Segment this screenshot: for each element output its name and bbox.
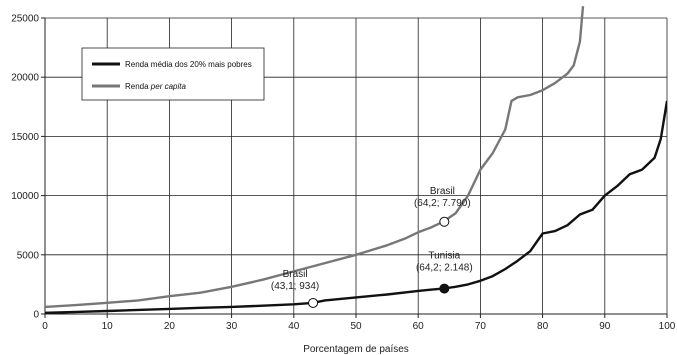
legend-box [81, 47, 265, 101]
annotation-marker [439, 283, 450, 294]
y-tick-label: 25000 [11, 14, 39, 25]
x-tick-label: 0 [42, 321, 48, 332]
legend-entry: Renda per capita [125, 82, 186, 91]
legend-entry: Renda média dos 20% mais pobres [125, 60, 252, 69]
y-tick-label: 5000 [17, 250, 40, 261]
series-line-1 [45, 6, 585, 309]
y-tick-label: 15000 [11, 132, 39, 143]
x-axis-ticks: 0 10 20 30 40 50 60 70 80 90 100 [42, 314, 676, 332]
x-tick-label: 10 [102, 321, 114, 332]
series-line-0 [45, 100, 667, 314]
x-tick-label: 70 [475, 321, 487, 332]
annotation-label: Brasil [430, 186, 455, 197]
annotation-label: Brasil [283, 269, 308, 280]
y-axis-ticks: 0 5000 10000 15000 20000 25000 [11, 14, 45, 321]
y-tick-label: 0 [33, 310, 39, 321]
y-tick-label: 20000 [11, 73, 39, 84]
annotation-label: (64,2; 2.148) [416, 263, 473, 274]
annotation-label: (43,1; 934) [271, 281, 319, 292]
x-tick-label: 90 [599, 321, 611, 332]
annotation-marker [439, 216, 450, 227]
y-tick-label: 10000 [11, 191, 39, 202]
legend: Renda média dos 20% mais pobres Renda per… [81, 47, 265, 101]
annotation-label: (64,2; 7.790) [414, 198, 471, 209]
series-lines [45, 6, 667, 314]
x-axis-label: Porcentagem de países [303, 344, 409, 355]
x-tick-label: 40 [288, 321, 300, 332]
annotations: Brasil(64,2; 7.790)Brasil(43,1; 934)Tuni… [271, 186, 473, 308]
annotation-label: Tunisia [428, 251, 460, 262]
x-tick-label: 80 [537, 321, 549, 332]
x-tick-label: 20 [164, 321, 176, 332]
x-tick-label: 30 [226, 321, 238, 332]
x-tick-label: 50 [350, 321, 362, 332]
x-tick-label: 100 [659, 321, 676, 332]
x-tick-label: 60 [413, 321, 425, 332]
annotation-marker [308, 297, 319, 308]
